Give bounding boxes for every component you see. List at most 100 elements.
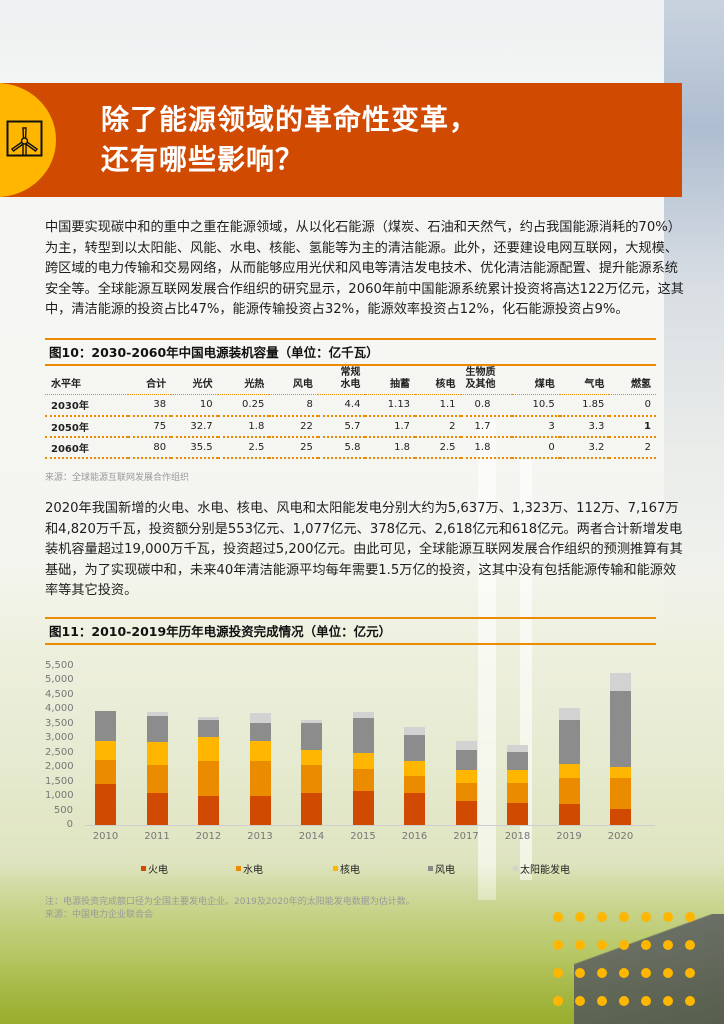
dot-icon bbox=[619, 912, 629, 922]
bar-segment bbox=[610, 766, 631, 778]
y-tick-label: 3,500 bbox=[45, 717, 74, 729]
title-banner bbox=[0, 83, 682, 197]
dot-icon bbox=[597, 996, 607, 1006]
bar-segment bbox=[507, 782, 528, 803]
legend-swatch-icon bbox=[333, 866, 338, 871]
bar-segment bbox=[352, 769, 374, 792]
investment-paragraph: 2020年我国新增的火电、水电、核电、风电和太阳能发电分别大约为5,637万、1… bbox=[45, 501, 683, 598]
legend-label: 火电 bbox=[148, 865, 168, 876]
bar-segment bbox=[558, 719, 580, 764]
x-tick-label: 2012 bbox=[195, 831, 222, 842]
legend-item-thermal: 火电 bbox=[141, 861, 168, 876]
table-cell: 80 bbox=[127, 436, 172, 459]
table-cell: 10 bbox=[171, 394, 218, 417]
intro-paragraph: 中国要实现碳中和的重中之重在能源领域，从以化石能源（煤炭、石油和天然气，约占我国… bbox=[45, 220, 684, 317]
background-turbine-mast bbox=[478, 420, 496, 900]
col-header: 燃氢 bbox=[609, 365, 656, 395]
bar-segment bbox=[404, 727, 425, 735]
bar-segment bbox=[146, 742, 168, 765]
table-cell: 75 bbox=[127, 415, 172, 438]
figure11-title: 图11：2010-2019年历年电源投资完成情况（单位：亿元） bbox=[45, 617, 656, 645]
table-cell: 1.8 bbox=[365, 436, 416, 459]
row-year-cell: 2060年 bbox=[45, 436, 128, 459]
stacked-bar bbox=[610, 673, 631, 825]
bar-segment bbox=[198, 720, 219, 738]
dot-icon bbox=[663, 996, 673, 1006]
x-tick-label: 2020 bbox=[607, 831, 634, 842]
capacity-table: 水平年 合计 光伏 光热 风电 常规 水电 抽蓄 核电 生物质 及其他 煤电 气… bbox=[45, 365, 656, 459]
bar-segment bbox=[404, 775, 425, 793]
dot-icon bbox=[553, 968, 563, 978]
y-tick-label: 5,500 bbox=[45, 660, 74, 671]
table-cell: 1.1 bbox=[415, 394, 461, 417]
table-cell: 0.25 bbox=[217, 394, 270, 417]
bar-segment bbox=[455, 741, 477, 750]
bar-segment bbox=[146, 712, 168, 717]
table-cell: 3.3 bbox=[559, 415, 610, 438]
dot-icon bbox=[663, 940, 673, 950]
dot-grid-decoration bbox=[553, 912, 723, 1024]
dot-icon bbox=[597, 912, 607, 922]
legend-label: 水电 bbox=[243, 865, 263, 876]
bar-segment bbox=[249, 722, 271, 742]
bar-segment bbox=[146, 764, 168, 793]
col-header: 合计 bbox=[127, 365, 172, 395]
bar-segment bbox=[301, 792, 322, 825]
dot-icon bbox=[685, 912, 695, 922]
figure11-note: 注：电源投资完成额口径为全国主要发电企业。2019及2020年的太阳能发电数据为… bbox=[45, 897, 415, 907]
y-tick-label: 500 bbox=[53, 804, 73, 816]
figure10-title: 图10：2030-2060年中国电源装机容量（单位：亿千瓦） bbox=[45, 338, 656, 366]
bar-segment bbox=[558, 763, 580, 778]
stacked-bar bbox=[198, 717, 219, 825]
col-header: 光热 bbox=[217, 365, 270, 395]
bar-segment bbox=[558, 708, 580, 720]
y-tick-label: 2,000 bbox=[45, 761, 74, 773]
y-tick-label: 4,000 bbox=[45, 703, 74, 715]
table-header-row: 水平年 合计 光伏 光热 风电 常规 水电 抽蓄 核电 生物质 及其他 煤电 气… bbox=[45, 365, 656, 395]
dot-icon bbox=[685, 940, 695, 950]
row-year-cell: 2030年 bbox=[45, 394, 128, 417]
page-title: 除了能源领域的革命性变革， 还有哪些影响？ bbox=[101, 100, 661, 180]
dot-icon bbox=[619, 968, 629, 978]
stacked-bar bbox=[455, 741, 477, 825]
bar-segment bbox=[95, 783, 116, 825]
x-tick-label: 2011 bbox=[144, 831, 170, 842]
stacked-bar bbox=[146, 712, 168, 825]
table-cell: 3.2 bbox=[559, 436, 610, 459]
dot-icon bbox=[575, 968, 585, 978]
dot-icon bbox=[575, 996, 585, 1006]
x-tick-label: 2013 bbox=[247, 831, 273, 842]
x-tick-label: 2014 bbox=[298, 831, 325, 842]
table-cell: 1.7 bbox=[460, 415, 513, 438]
table-cell: 1.85 bbox=[559, 394, 610, 417]
bar-segment bbox=[301, 749, 322, 766]
table-cell: 1 bbox=[609, 415, 656, 438]
dot-icon bbox=[685, 996, 695, 1006]
legend-swatch-icon bbox=[236, 866, 241, 871]
table-cell: 1.8 bbox=[217, 415, 270, 438]
bar-segment bbox=[507, 744, 528, 752]
dot-icon bbox=[663, 912, 673, 922]
legend-label: 核电 bbox=[340, 865, 360, 876]
y-tick-label: 5,000 bbox=[45, 674, 74, 686]
stacked-bar bbox=[404, 727, 425, 825]
figure10-source: 来源：全球能源互联网发展合作组织 bbox=[45, 473, 190, 483]
page-title-line2: 还有哪些影响？ bbox=[101, 143, 305, 176]
x-tick-label: 2017 bbox=[453, 831, 479, 842]
table-cell: 22 bbox=[269, 415, 318, 438]
col-header: 风电 bbox=[269, 365, 318, 395]
col-header: 生物质 及其他 bbox=[460, 365, 513, 395]
legend-swatch-icon bbox=[428, 866, 433, 871]
investment-stacked-bar-chart: 0 500 1,000 1,500 2,000 2,500 3,000 3,500 4,000 4… bbox=[45, 655, 657, 855]
table-cell: 1.7 bbox=[365, 415, 416, 438]
bar-segment bbox=[507, 751, 528, 770]
page-title-line1: 除了能源领域的革命性变革， bbox=[101, 103, 479, 136]
stacked-bar bbox=[95, 710, 116, 825]
table-cell: 3 bbox=[512, 415, 560, 438]
bar-segment bbox=[301, 765, 322, 793]
stacked-bar bbox=[352, 711, 374, 825]
legend-item-hydro: 水电 bbox=[236, 861, 263, 876]
col-header: 核电 bbox=[415, 365, 461, 395]
table-cell: 38 bbox=[127, 394, 172, 417]
col-header: 煤电 bbox=[512, 365, 560, 395]
